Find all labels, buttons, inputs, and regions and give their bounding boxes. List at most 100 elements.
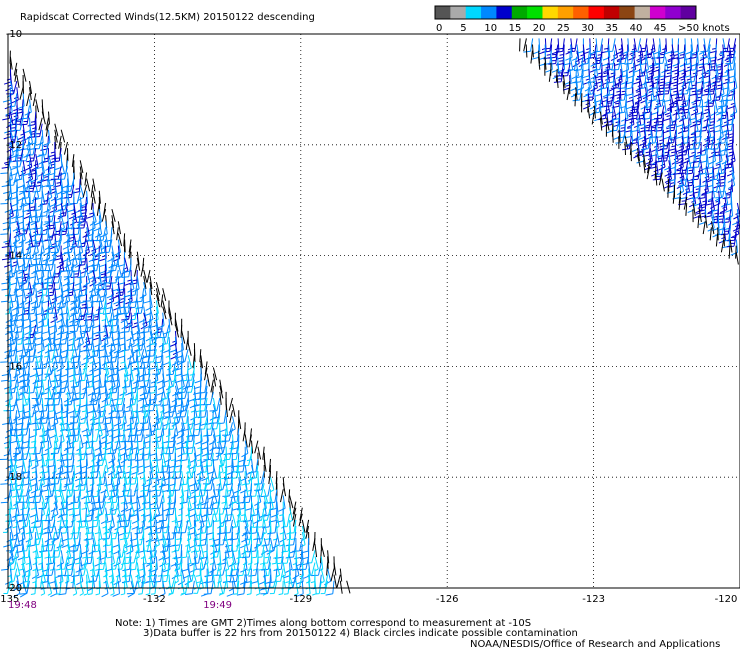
wind-barb [49,397,56,412]
wind-barb [556,74,559,89]
wind-barb [99,556,107,571]
wind-barb [179,489,189,505]
wind-barb [141,416,151,431]
wind-barb [81,397,88,413]
wind-barb [80,367,88,382]
wind-barb [168,580,176,595]
wind-barb [239,544,246,559]
wind-barb [203,580,214,595]
wind-barb [723,233,725,247]
wind-barb [241,537,249,555]
wind-barb [58,495,68,511]
wind-barb [210,483,221,498]
legend-label: 40 [630,23,643,34]
wind-barb [684,111,692,128]
wind-barb [212,373,217,387]
wind-barb [150,379,157,394]
wind-barb [637,148,640,162]
wind-barb [111,208,116,222]
wind-barb [133,324,141,342]
wind-barb [721,209,732,224]
wind-barb [292,501,297,515]
wind-barb [685,202,688,216]
legend-swatch [527,6,543,19]
wind-barb [12,257,20,275]
wind-barb [214,464,221,480]
wind-barb [267,489,278,504]
wind-barb [74,464,83,482]
wind-barb [107,245,115,263]
wind-barb [649,74,660,90]
wind-barb [102,300,113,315]
wind-barb [268,458,271,472]
wind-barb [62,233,70,250]
wind-barb [124,446,132,461]
wind-barb [674,87,685,102]
wind-barb [29,81,33,94]
plot-area [0,33,740,598]
wind-barb [336,574,341,588]
wind-barb [92,513,100,528]
wind-barb [84,440,94,456]
wind-barb [73,428,81,442]
wind-barb [182,367,189,382]
x-tick-label: -126 [436,594,459,605]
wind-barb [229,410,233,424]
swath-time-label: 19:48 [8,600,37,611]
wind-barb [167,574,176,588]
wind-barb [628,56,636,73]
wind-barb [58,221,68,236]
wind-barb [728,245,731,259]
wind-barb [11,300,20,317]
wind-barb [72,580,78,596]
wind-barb [207,513,214,528]
wind-barb [185,580,195,595]
wind-barb [97,373,107,389]
wind-barb [182,440,189,455]
wind-barb [732,209,740,226]
wind-barb [136,251,140,265]
wind-barb [160,294,164,308]
wind-barb [698,160,708,176]
wind-barb [60,129,66,143]
wind-barb [121,263,132,278]
legend-swatch [557,6,574,19]
wind-barb [708,148,716,165]
wind-barb [162,288,167,302]
wind-barb [32,123,43,138]
wind-barb [135,446,145,462]
wind-barb [707,184,715,202]
wind-barb [134,336,145,352]
wind-barb [177,349,189,363]
wind-barb [174,324,180,338]
wind-barb [692,202,696,216]
wind-barb [42,129,51,146]
wind-barb [26,93,30,107]
wind-barb [16,74,20,88]
wind-barb [10,477,18,491]
wind-barb [701,50,711,66]
wind-barb [112,580,120,597]
wind-barb [55,556,62,571]
note-line-1: Note: 1) Times are GMT 2)Times along bot… [115,618,531,629]
wind-barb [177,403,189,418]
wind-barb [236,580,246,596]
legend-swatch [542,6,559,19]
wind-barb [55,580,62,595]
wind-barb [591,111,595,125]
wind-barb [24,556,33,573]
wind-barb [150,330,157,345]
wind-barb [230,428,240,444]
wind-barb [296,580,304,597]
wind-barb [19,87,24,100]
wind-barb [92,507,100,522]
wind-barb [30,477,39,494]
wind-barb [655,172,658,186]
wind-barb [616,87,627,102]
wind-barb [88,568,100,582]
wind-barb [157,373,166,390]
wind-barb [647,160,651,174]
wind-barb [96,202,100,216]
wind-barb [642,105,652,120]
legend-swatch [496,6,513,19]
